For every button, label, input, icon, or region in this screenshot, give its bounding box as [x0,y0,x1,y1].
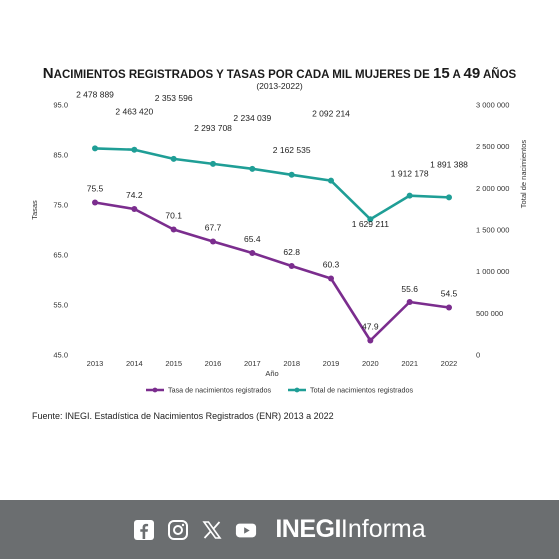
total-births-line [94,147,450,221]
y-right-tick-label: 0 [476,351,480,360]
rate-data-label: 67.7 [205,223,222,233]
y-right-tick-label: 2 500 000 [476,142,509,151]
rate-data-label: 62.8 [283,247,300,257]
y-left-tick-label: 55.0 [53,301,68,310]
total-births-data-label: 1 629 211 [352,219,389,229]
x-axis-title: Año [265,369,278,378]
rate-point [367,337,374,344]
total-births-point [249,165,256,172]
total-births-point [367,216,374,223]
x-tick-label: 2020 [362,359,379,368]
rate-line [94,201,450,342]
legend-total-label: Total de nacimientos registrados [310,386,413,395]
y-left-axis-title: Tasas [30,200,39,220]
x-tick-label: 2016 [205,359,222,368]
chart-title-part: 49 [464,65,481,82]
total-births-point [446,194,452,201]
brand-regular: Informa [340,515,426,543]
rate-data-label: 70.1 [165,211,182,221]
rate-data-label: 75.5 [87,184,104,194]
y-right-tick-label: 3 000 000 [476,101,509,110]
total-births-data-label: 2 463 420 [115,107,153,117]
rate-point [131,206,138,212]
total-births-point [406,192,413,199]
y-left-tick-label: 65.0 [53,251,68,260]
instagram-icon[interactable] [167,519,189,541]
y-right-tick-label: 1 500 000 [476,226,509,235]
chart-card: NACIMIENTOS REGISTRADOS Y TASAS POR CADA… [30,65,528,421]
rate-point [249,250,256,256]
x-icon[interactable] [201,519,223,541]
rate-point [170,226,177,233]
rate-data-label: 60.3 [323,260,340,270]
x-tick-label: 2015 [165,359,182,368]
x-tick-label: 2013 [87,359,104,368]
x-tick-label: 2014 [126,359,143,368]
total-births-data-label: 2 092 214 [312,109,350,119]
y-right-tick-label: 2 000 000 [476,184,509,193]
rate-point [92,199,98,206]
rate-data-label: 55.6 [401,284,418,294]
rate-point [446,304,452,311]
total-births-data-label: 1 912 178 [391,169,429,179]
x-tick-label: 2017 [244,359,261,368]
rate-data-label: 47.9 [362,322,379,332]
rate-data-label: 74.2 [126,190,143,200]
rate-point [406,299,413,305]
total-births-point [170,155,177,162]
y-right-tick-label: 500 000 [476,309,503,318]
total-births-point [92,145,98,152]
legend-total-marker [294,387,300,393]
y-left-tick-label: 45.0 [53,351,68,360]
total-births-point [210,160,216,167]
chart-title-part: N [43,65,54,82]
total-births-data-label: 2 478 889 [76,89,114,99]
rate-point [210,238,216,245]
chart-title-part: 15 [433,65,450,82]
total-births-point [131,146,138,153]
chart-title-part: A [450,69,464,81]
facebook-icon[interactable] [133,519,155,541]
x-tick-label: 2022 [441,359,458,368]
inegi-logo[interactable]: INEGI Informa [275,515,425,544]
x-tick-label: 2021 [401,359,418,368]
source-note: Fuente: INEGI. Estadística de Nacimiento… [32,411,334,421]
y-right-axis-title: Total de nacimientos [519,140,528,209]
rate-data-label: 65.4 [244,234,261,244]
rate-point [288,263,295,269]
total-births-data-label: 2 353 596 [155,93,193,103]
total-births-data-label: 1 891 388 [430,159,468,169]
y-right-tick-label: 1 000 000 [476,267,509,276]
y-left-tick-label: 85.0 [53,151,68,160]
y-left-tick-label: 75.0 [53,201,68,210]
total-births-point [328,177,334,184]
chart-title-part: AÑOS [480,68,516,81]
legend-rate-label: Tasa de nacimientos registrados [168,386,271,395]
total-births-data-label: 2 162 535 [273,145,311,155]
rate-data-label: 54.5 [441,289,458,299]
total-births-point [288,171,295,178]
chart-title: NACIMIENTOS REGISTRADOS Y TASAS POR CADA… [43,65,517,82]
brand-bold: INEGI [275,515,341,543]
chart: NACIMIENTOS REGISTRADOS Y TASAS POR CADA… [30,65,528,395]
youtube-icon[interactable] [235,519,257,541]
chart-title-part: ACIMIENTOS REGISTRADOS Y TASAS POR CADA … [54,69,433,81]
footer-bar: INEGI Informa [0,500,559,559]
total-births-data-label: 2 234 039 [233,113,271,123]
total-births-data-label: 2 293 708 [194,123,232,133]
chart-subtitle: (2013-2022) [256,81,302,91]
y-left-tick-label: 95.0 [53,101,68,110]
x-tick-label: 2019 [323,359,340,368]
rate-point [328,275,334,282]
x-tick-label: 2018 [283,359,300,368]
legend-rate-marker [152,387,158,393]
